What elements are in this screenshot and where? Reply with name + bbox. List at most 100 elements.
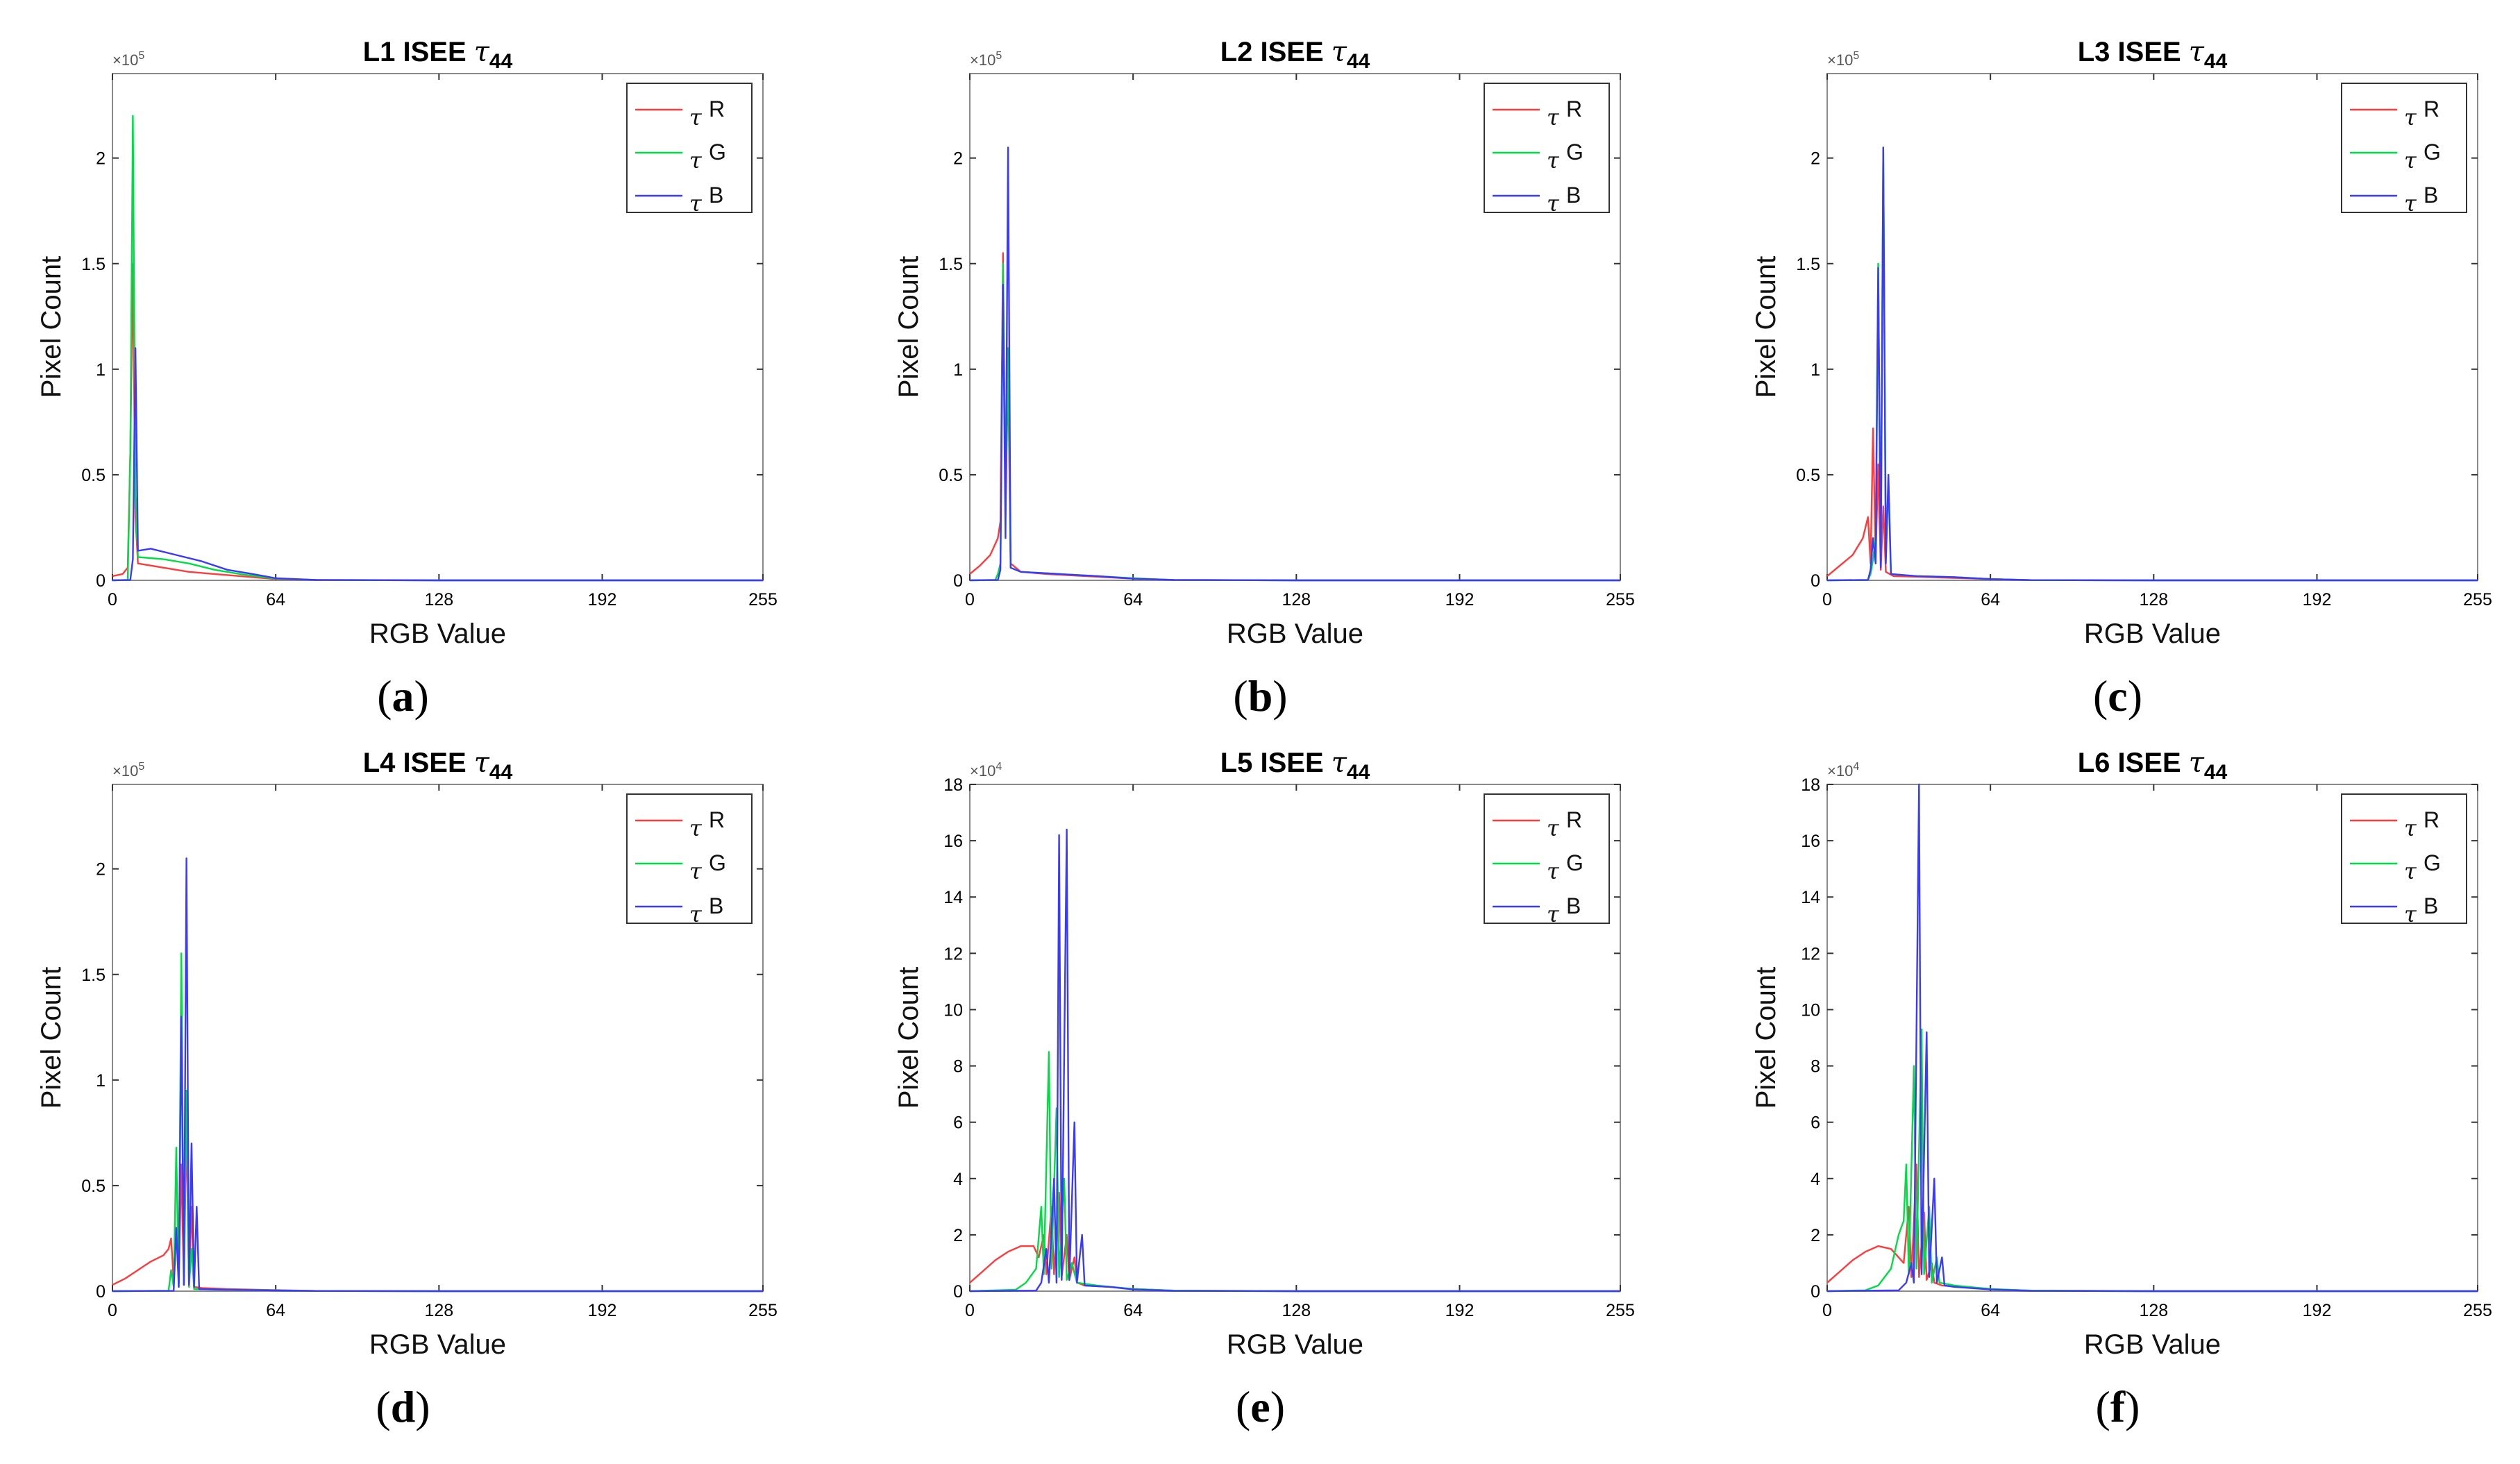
y-axis-label: Pixel Count bbox=[893, 967, 924, 1109]
x-tick-label: 128 bbox=[424, 1301, 453, 1320]
x-tick-label: 0 bbox=[965, 1301, 975, 1320]
caption-letter: b bbox=[1248, 671, 1273, 721]
chart-title-symbol: τ bbox=[474, 36, 490, 68]
legend-symbol: τ bbox=[1547, 858, 1560, 884]
y-tick-label: 1.5 bbox=[81, 255, 106, 274]
y-tick-label: 1 bbox=[1811, 360, 1820, 380]
legend-label-g: G bbox=[2424, 850, 2441, 875]
series-line-b bbox=[112, 857, 763, 1293]
x-axis-label: RGB Value bbox=[369, 619, 506, 649]
panel-caption: (e) bbox=[1236, 1382, 1285, 1431]
y-axis-label: Pixel Count bbox=[1751, 967, 1781, 1109]
legend-label-g: G bbox=[1566, 850, 1584, 875]
y-exponent-base: ×10 bbox=[1827, 762, 1853, 780]
y-exponent-label: ×105 bbox=[112, 50, 144, 69]
x-tick-label: 255 bbox=[748, 1301, 778, 1320]
y-tick-label: 8 bbox=[953, 1057, 963, 1077]
x-axis-label: RGB Value bbox=[369, 1329, 506, 1360]
x-tick-label: 0 bbox=[108, 1301, 117, 1320]
caption-letter: a bbox=[392, 671, 414, 721]
chart-title-symbol: τ bbox=[1332, 36, 1347, 68]
x-tick-label: 64 bbox=[1123, 1301, 1143, 1320]
y-tick-label: 0 bbox=[1811, 1282, 1820, 1302]
caption-open: ( bbox=[376, 1382, 390, 1431]
x-tick-label: 64 bbox=[266, 1301, 285, 1320]
series-line-b bbox=[1826, 783, 2478, 1293]
panel-caption: (b) bbox=[1233, 671, 1287, 721]
y-axis-label: Pixel Count bbox=[36, 256, 67, 398]
y-exponent-base: ×10 bbox=[112, 51, 138, 69]
caption-close: ) bbox=[2125, 1382, 2140, 1431]
legend-label-r: R bbox=[2424, 807, 2439, 832]
legend-label-g: G bbox=[709, 140, 726, 165]
y-tick-label: 16 bbox=[1801, 832, 1820, 851]
caption-close: ) bbox=[2128, 671, 2142, 721]
panel-caption: (a) bbox=[377, 671, 429, 721]
x-tick-label: 64 bbox=[1123, 590, 1143, 609]
x-tick-label: 192 bbox=[588, 590, 617, 609]
y-tick-label: 0 bbox=[953, 571, 963, 591]
x-tick-label: 64 bbox=[1981, 590, 2000, 609]
legend-symbol: τ bbox=[2404, 901, 2417, 927]
chart-title: L6 ISEE τ44 bbox=[2078, 747, 2228, 784]
legend-symbol: τ bbox=[2404, 815, 2417, 841]
y-tick-label: 0 bbox=[96, 1282, 106, 1302]
x-tick-label: 128 bbox=[424, 590, 453, 609]
caption-close: ) bbox=[1270, 1382, 1285, 1431]
legend-label-g: G bbox=[709, 850, 726, 875]
x-tick-label: 0 bbox=[1822, 590, 1832, 609]
legend-label-r: R bbox=[2424, 96, 2439, 121]
caption-open: ( bbox=[1233, 671, 1248, 721]
legend-symbol: τ bbox=[1547, 147, 1560, 174]
legend-symbol: τ bbox=[689, 858, 703, 884]
y-exponent-power: 5 bbox=[996, 50, 1002, 62]
y-exponent-base: ×10 bbox=[112, 762, 138, 780]
y-exponent-power: 4 bbox=[996, 761, 1002, 773]
y-tick-label: 0.5 bbox=[81, 466, 106, 485]
series-line-b bbox=[112, 347, 763, 582]
x-tick-label: 192 bbox=[2303, 590, 2332, 609]
legend-symbol: τ bbox=[689, 190, 703, 217]
y-tick-label: 10 bbox=[1801, 1000, 1820, 1020]
legend-label-b: B bbox=[1566, 183, 1581, 208]
chart-title-symbol: τ bbox=[474, 747, 490, 779]
caption-close: ) bbox=[414, 671, 429, 721]
x-tick-label: 255 bbox=[1606, 1301, 1635, 1320]
legend-label-b: B bbox=[2424, 893, 2438, 918]
x-tick-label: 128 bbox=[2139, 590, 2168, 609]
x-tick-label: 255 bbox=[748, 590, 778, 609]
caption-open: ( bbox=[2093, 671, 2108, 721]
x-tick-label: 192 bbox=[1445, 1301, 1475, 1320]
legend-label-r: R bbox=[709, 96, 725, 121]
y-tick-label: 14 bbox=[1801, 888, 1820, 907]
y-tick-label: 12 bbox=[943, 944, 963, 964]
panel-caption: (f) bbox=[2096, 1382, 2140, 1431]
y-tick-label: 4 bbox=[953, 1170, 963, 1189]
chart-title-subscript: 44 bbox=[1347, 50, 1370, 73]
y-tick-label: 6 bbox=[1811, 1113, 1820, 1133]
chart-title-subscript: 44 bbox=[489, 50, 513, 73]
legend-symbol: τ bbox=[1547, 901, 1560, 927]
legend-box bbox=[2341, 793, 2467, 924]
x-tick-label: 192 bbox=[588, 1301, 617, 1320]
x-tick-label: 255 bbox=[2463, 590, 2492, 609]
legend-symbol: τ bbox=[2404, 858, 2417, 884]
legend-box bbox=[1484, 793, 1610, 924]
y-tick-label: 1.5 bbox=[81, 966, 106, 985]
y-exponent-base: ×10 bbox=[1827, 51, 1853, 69]
chart-title: L5 ISEE τ44 bbox=[1220, 747, 1370, 784]
chart-title-text: L2 ISEE bbox=[1220, 37, 1332, 67]
legend-label-r: R bbox=[709, 807, 725, 832]
series-line-b bbox=[1826, 146, 2478, 582]
y-tick-label: 0 bbox=[953, 1282, 963, 1302]
x-tick-label: 128 bbox=[1282, 590, 1311, 609]
legend-symbol: τ bbox=[2404, 147, 2417, 174]
series-line-b bbox=[969, 146, 1620, 582]
y-tick-label: 1 bbox=[96, 1071, 106, 1091]
y-tick-label: 0 bbox=[1811, 571, 1820, 591]
y-tick-label: 2 bbox=[96, 860, 106, 880]
y-tick-label: 2 bbox=[953, 149, 963, 169]
